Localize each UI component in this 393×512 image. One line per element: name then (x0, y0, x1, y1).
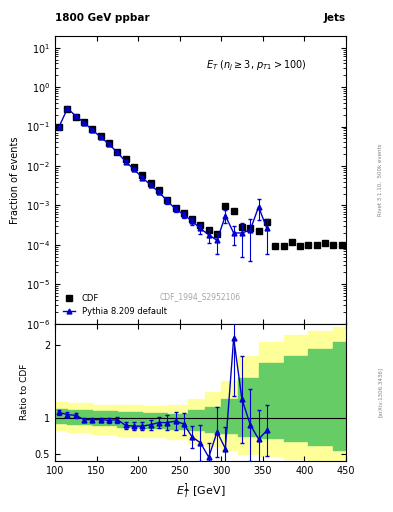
Text: CDF_1994_S2952106: CDF_1994_S2952106 (160, 292, 241, 301)
Text: [arXiv:1306.3436]: [arXiv:1306.3436] (378, 367, 383, 417)
Text: 1800 GeV ppbar: 1800 GeV ppbar (55, 13, 150, 23)
Text: Rivet 3.1.10,  500k events: Rivet 3.1.10, 500k events (378, 143, 383, 216)
Y-axis label: Fraction of events: Fraction of events (10, 136, 20, 224)
Text: Jets: Jets (324, 13, 346, 23)
X-axis label: $E_T^1$ [GeV]: $E_T^1$ [GeV] (176, 481, 225, 501)
Legend: CDF, Pythia 8.209 default: CDF, Pythia 8.209 default (59, 291, 170, 319)
Text: $E_T$ ($n_j \geq 3$, $p_{T1}>100$): $E_T$ ($n_j \geq 3$, $p_{T1}>100$) (206, 59, 307, 73)
Y-axis label: Ratio to CDF: Ratio to CDF (20, 364, 29, 420)
